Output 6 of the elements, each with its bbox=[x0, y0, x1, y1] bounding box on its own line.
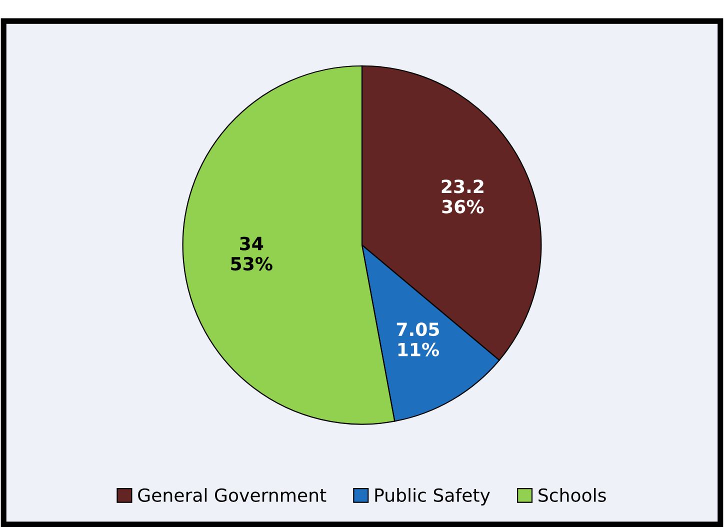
legend-label: General Government bbox=[138, 488, 326, 502]
legend-label: Schools bbox=[538, 488, 606, 502]
data-label: 7.05 11% bbox=[396, 322, 440, 356]
data-label: 34 53% bbox=[231, 236, 272, 271]
legend-label: Public Safety bbox=[375, 488, 490, 506]
data-label: 23.2 36% bbox=[442, 180, 484, 214]
